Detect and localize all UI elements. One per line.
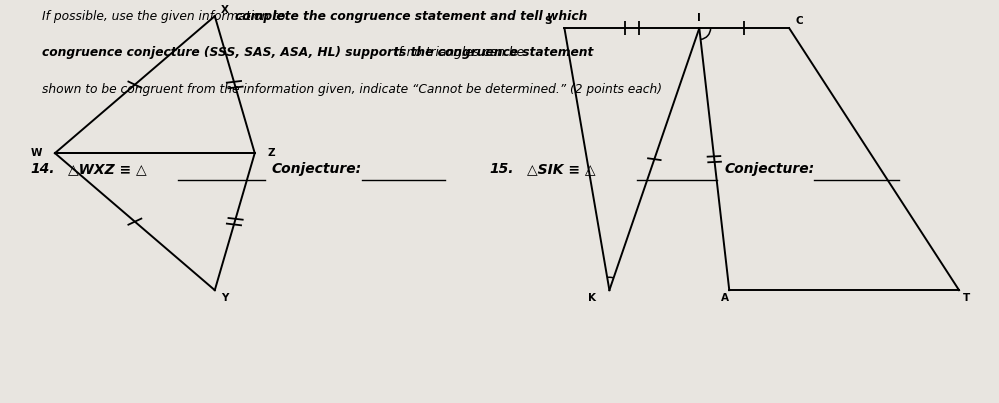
Text: I: I <box>697 13 701 23</box>
Text: Conjecture:: Conjecture: <box>724 162 814 176</box>
Text: S: S <box>543 16 551 26</box>
Text: If possible, use the given information to: If possible, use the given information t… <box>42 10 289 23</box>
Text: congruence conjecture (SSS, SAS, ASA, HL) supports the congruence statement: congruence conjecture (SSS, SAS, ASA, HL… <box>42 46 593 59</box>
Text: 15.: 15. <box>490 162 514 176</box>
Text: Conjecture:: Conjecture: <box>272 162 362 176</box>
Text: A: A <box>721 293 729 303</box>
Text: T: T <box>963 293 970 303</box>
Text: Z: Z <box>268 148 276 158</box>
Text: X: X <box>222 4 230 15</box>
Text: shown to be congruent from the information given, indicate “Cannot be determined: shown to be congruent from the informati… <box>42 83 662 96</box>
Text: Y: Y <box>222 293 229 303</box>
Text: K: K <box>588 293 596 303</box>
Text: . If no triangles can be: . If no triangles can be <box>387 46 523 59</box>
Text: △SIK ≡ △: △SIK ≡ △ <box>527 162 596 176</box>
Text: complete the congruence statement and tell which: complete the congruence statement and te… <box>235 10 587 23</box>
Text: 14.: 14. <box>30 162 55 176</box>
Text: C: C <box>795 16 803 26</box>
Text: △WXZ ≡ △: △WXZ ≡ △ <box>68 162 147 176</box>
Text: W: W <box>30 148 42 158</box>
